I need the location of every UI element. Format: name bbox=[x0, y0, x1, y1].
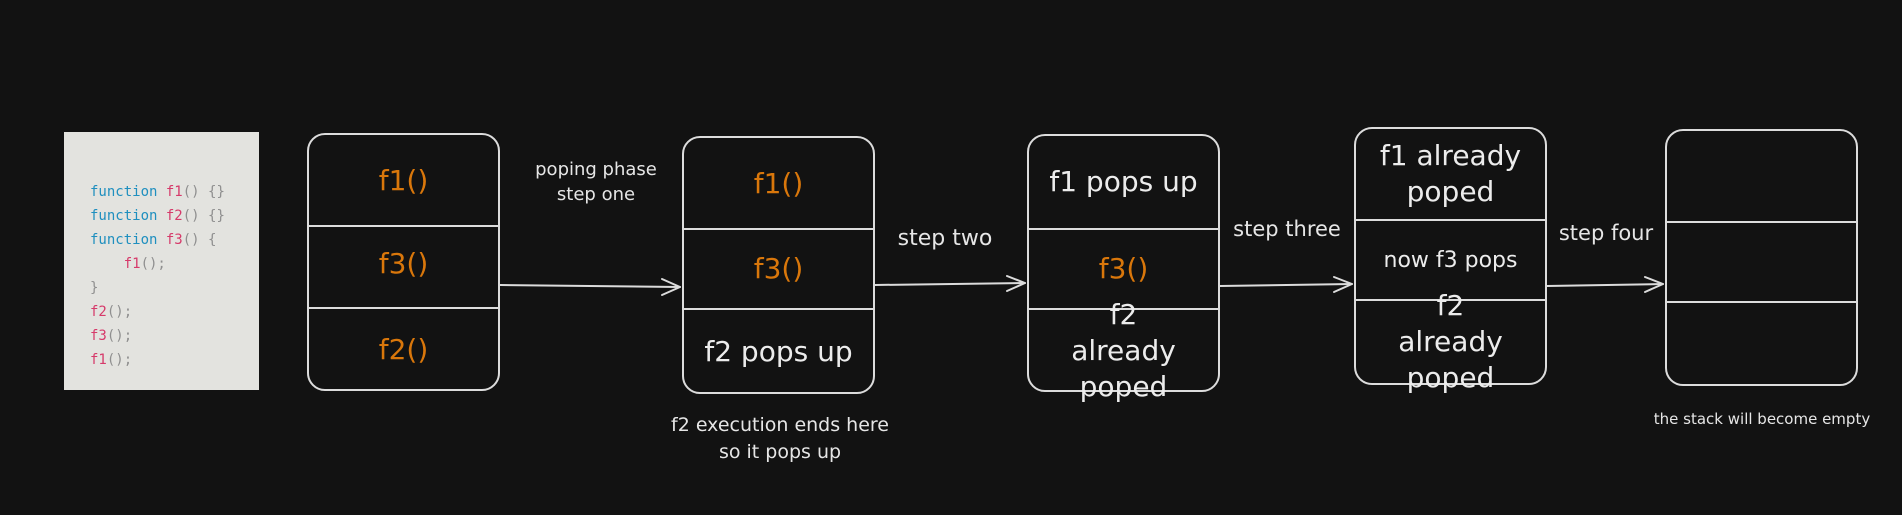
arrow-step-three bbox=[1219, 276, 1353, 293]
code-line: f2(); bbox=[90, 304, 133, 320]
stack-4-divider bbox=[1354, 219, 1547, 221]
code-line: function f3() { bbox=[90, 232, 217, 248]
stack-1-cell-bottom: f2() bbox=[378, 332, 429, 366]
stack-1-cell-middle: f3() bbox=[378, 246, 429, 280]
stack-2-divider bbox=[682, 308, 875, 310]
stack-1-divider bbox=[307, 225, 500, 227]
code-snippet-card: function f1() {} function f2() {} function… bbox=[64, 132, 259, 390]
note-f2-line1: f2 execution ends here bbox=[671, 414, 889, 436]
arrow-step-four bbox=[1546, 276, 1664, 293]
code-line: } bbox=[90, 280, 99, 296]
code-line: f3(); bbox=[90, 328, 133, 344]
code-line: f1(); bbox=[123, 256, 166, 272]
code-line: function f1() {} bbox=[90, 184, 225, 200]
stack-2-cell-bottom: f2 pops up bbox=[704, 335, 853, 368]
call-stack-3: f1 pops up f3() f2 already poped bbox=[1027, 134, 1220, 403]
arrow-step-one bbox=[499, 278, 681, 296]
stack-1-divider bbox=[307, 307, 500, 309]
stack-5-divider bbox=[1665, 221, 1858, 223]
call-stack-4: f1 already poped now f3 pops f2 already … bbox=[1354, 127, 1547, 394]
code-line: function f2() {} bbox=[90, 208, 225, 224]
label-step-one-line1: poping phase bbox=[535, 159, 657, 180]
arrow-step-two bbox=[874, 275, 1026, 292]
stack-3-cell-top: f1 pops up bbox=[1049, 165, 1198, 198]
code-line: f1(); bbox=[90, 352, 133, 368]
stack-3-cell-middle: f3() bbox=[1098, 251, 1149, 285]
stack-3-divider bbox=[1027, 228, 1220, 230]
stack-4-divider bbox=[1354, 299, 1547, 301]
call-stack-1: f1() f3() f2() bbox=[307, 133, 500, 391]
note-f2-line2: so it pops up bbox=[718, 441, 842, 463]
stack-4-cell-top: f1 already poped bbox=[1379, 139, 1522, 208]
code-snippet: function f1() {} function f2() {} function… bbox=[64, 132, 259, 372]
call-stack-2: f1() f3() f2 pops up bbox=[682, 136, 875, 394]
stack-4-cell-middle: now f3 pops bbox=[1383, 247, 1518, 273]
stack-2-cell-middle: f3() bbox=[753, 251, 804, 285]
stack-1-cell-top: f1() bbox=[378, 163, 429, 197]
stack-2-cell-top: f1() bbox=[753, 166, 804, 200]
label-step-one-line2: step one bbox=[556, 184, 636, 205]
note-stack-empty: the stack will become empty bbox=[1653, 410, 1871, 428]
label-step-two: step two bbox=[897, 226, 993, 251]
call-stack-5-empty bbox=[1665, 129, 1858, 386]
label-step-four: step four bbox=[1558, 221, 1654, 245]
stack-2-divider bbox=[682, 228, 875, 230]
stack-5-divider bbox=[1665, 301, 1858, 303]
stack-3-divider bbox=[1027, 308, 1220, 310]
label-step-three: step three bbox=[1233, 217, 1341, 241]
